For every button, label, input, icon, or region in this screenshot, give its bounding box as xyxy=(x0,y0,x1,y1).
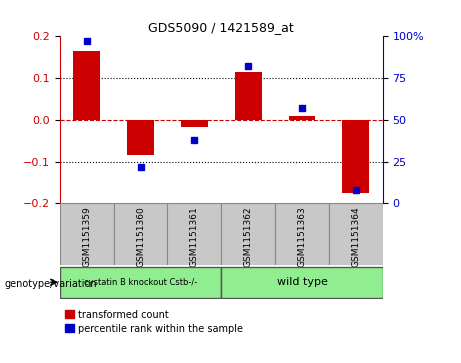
Bar xyxy=(60,203,114,265)
Bar xyxy=(221,203,275,265)
Bar xyxy=(114,203,167,265)
Bar xyxy=(275,203,329,265)
Text: GSM1151361: GSM1151361 xyxy=(190,206,199,267)
Text: genotype/variation: genotype/variation xyxy=(5,279,97,289)
Bar xyxy=(342,120,369,193)
Text: cystatin B knockout Cstb-/-: cystatin B knockout Cstb-/- xyxy=(84,278,197,287)
Text: GSM1151363: GSM1151363 xyxy=(297,206,307,267)
Text: GSM1151364: GSM1151364 xyxy=(351,206,360,267)
Bar xyxy=(181,120,208,127)
Text: wild type: wild type xyxy=(277,277,327,287)
Bar xyxy=(60,267,221,298)
Bar xyxy=(235,72,261,120)
Text: GSM1151359: GSM1151359 xyxy=(83,206,91,267)
Bar xyxy=(221,267,383,298)
Legend: transformed count, percentile rank within the sample: transformed count, percentile rank withi… xyxy=(65,310,243,334)
Title: GDS5090 / 1421589_at: GDS5090 / 1421589_at xyxy=(148,21,294,34)
Bar xyxy=(289,115,315,120)
Bar xyxy=(329,203,383,265)
Bar xyxy=(127,120,154,155)
Text: GSM1151360: GSM1151360 xyxy=(136,206,145,267)
Bar xyxy=(73,51,100,120)
Text: GSM1151362: GSM1151362 xyxy=(244,206,253,267)
Bar xyxy=(167,203,221,265)
